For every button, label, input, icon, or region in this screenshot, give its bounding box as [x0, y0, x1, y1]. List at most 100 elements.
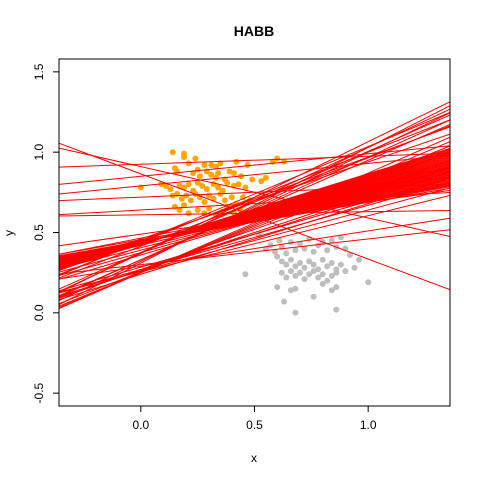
- series-1-point: [267, 242, 274, 249]
- regression-line: [59, 133, 450, 268]
- series-1-point: [328, 237, 335, 244]
- series-1-point: [310, 261, 317, 268]
- series-0-point: [258, 178, 265, 185]
- series-1-point: [337, 261, 344, 268]
- regression-line: [59, 151, 450, 305]
- series-0-point: [185, 210, 192, 217]
- series-1-point: [328, 287, 335, 294]
- series-1-point: [287, 256, 294, 263]
- series-1-point: [310, 248, 317, 255]
- x-axis: 0.0 0.5 1.0: [132, 406, 377, 432]
- series-0-point: [181, 202, 187, 209]
- series-0-point: [231, 170, 237, 177]
- series-0-point: [206, 205, 212, 212]
- regression-line: [59, 145, 450, 307]
- regression-line: [59, 145, 450, 185]
- x-tick-label: 0.5: [246, 418, 263, 432]
- series-1-point: [242, 271, 249, 278]
- series-0-point: [201, 162, 208, 168]
- series-1-point: [278, 269, 285, 276]
- series-0-point: [228, 194, 235, 201]
- series-1-point: [315, 266, 322, 273]
- series-0-point: [203, 186, 210, 193]
- series-1-point: [328, 272, 335, 279]
- series-0-point: [199, 182, 206, 189]
- series-1-point: [306, 258, 313, 265]
- series-1-point: [319, 271, 326, 278]
- regression-line: [59, 177, 450, 301]
- y-tick-label: 1.0: [32, 144, 46, 161]
- regression-line: [59, 192, 450, 216]
- y-tick-label: 0.0: [32, 304, 46, 321]
- series-0-point: [178, 195, 185, 202]
- series-0-point: [194, 166, 201, 173]
- series-0-point: [187, 197, 194, 204]
- series-1-point: [324, 277, 331, 284]
- y-tick-label: -0.5: [32, 382, 46, 403]
- regression-line: [59, 112, 450, 302]
- series-1-point: [310, 268, 317, 275]
- series-1-point: [333, 284, 340, 291]
- series-0-point: [221, 197, 228, 204]
- series-1-point: [287, 287, 294, 294]
- chart-title: HABB: [234, 23, 274, 39]
- series-0-point: [215, 170, 222, 177]
- series-0-point: [208, 162, 215, 168]
- series-0-point: [262, 174, 269, 181]
- series-1-point: [274, 253, 281, 260]
- series-0-point: [194, 207, 201, 213]
- regression-line: [59, 142, 450, 291]
- regression-line: [59, 147, 450, 237]
- series-1-point: [281, 298, 288, 305]
- series-1-point: [297, 269, 303, 276]
- regression-line: [59, 210, 450, 217]
- regression-line: [59, 123, 450, 297]
- series-1-point: [319, 280, 326, 287]
- series-0-point: [240, 194, 247, 201]
- series-0-point: [249, 176, 256, 183]
- series-1-point: [278, 258, 285, 265]
- series-1-point: [301, 245, 308, 252]
- regression-line: [59, 152, 450, 168]
- series-0-point: [185, 181, 192, 188]
- series-1-point: [292, 309, 299, 316]
- regression-line: [59, 189, 450, 247]
- series-1-point: [365, 279, 372, 286]
- series-1-point: [324, 263, 331, 270]
- series-0-point: [185, 160, 192, 167]
- series-0-point: [181, 154, 187, 160]
- series-0-point: [212, 174, 219, 181]
- series-0-point: [274, 155, 281, 162]
- series-0-point: [224, 179, 231, 186]
- series-1-point: [315, 242, 322, 249]
- series-0-point: [242, 184, 249, 191]
- regression-line: [59, 125, 450, 279]
- series-1-point: [315, 274, 322, 281]
- series-0-point: [162, 182, 169, 189]
- series-1-point: [301, 264, 308, 271]
- series-0-point: [201, 199, 208, 205]
- regression-line: [59, 181, 450, 294]
- series-1-point: [310, 293, 317, 300]
- y-axis: -0.5 0.0 0.5 1.0 1.5: [32, 63, 59, 403]
- series-0-point: [196, 173, 203, 180]
- series-0-point: [192, 155, 199, 162]
- series-0-point: [167, 186, 174, 193]
- series-0-point: [174, 168, 181, 175]
- series-1-point: [333, 269, 340, 276]
- series-1-point: [347, 252, 353, 258]
- y-tick-label: 0.5: [32, 224, 46, 241]
- series-0-point: [233, 158, 240, 165]
- series-1-point: [342, 268, 349, 275]
- series-1-point: [306, 271, 313, 278]
- regression-line: [59, 229, 450, 275]
- series-1-point: [301, 276, 308, 283]
- series-1-point: [333, 306, 340, 313]
- series-1-point: [319, 256, 326, 263]
- series-1-point: [324, 247, 331, 254]
- series-1-point: [356, 256, 363, 263]
- y-axis-label: y: [2, 230, 16, 236]
- series-1-point: [351, 264, 358, 271]
- series-1-point: [283, 261, 290, 268]
- x-tick-label: 1.0: [360, 418, 377, 432]
